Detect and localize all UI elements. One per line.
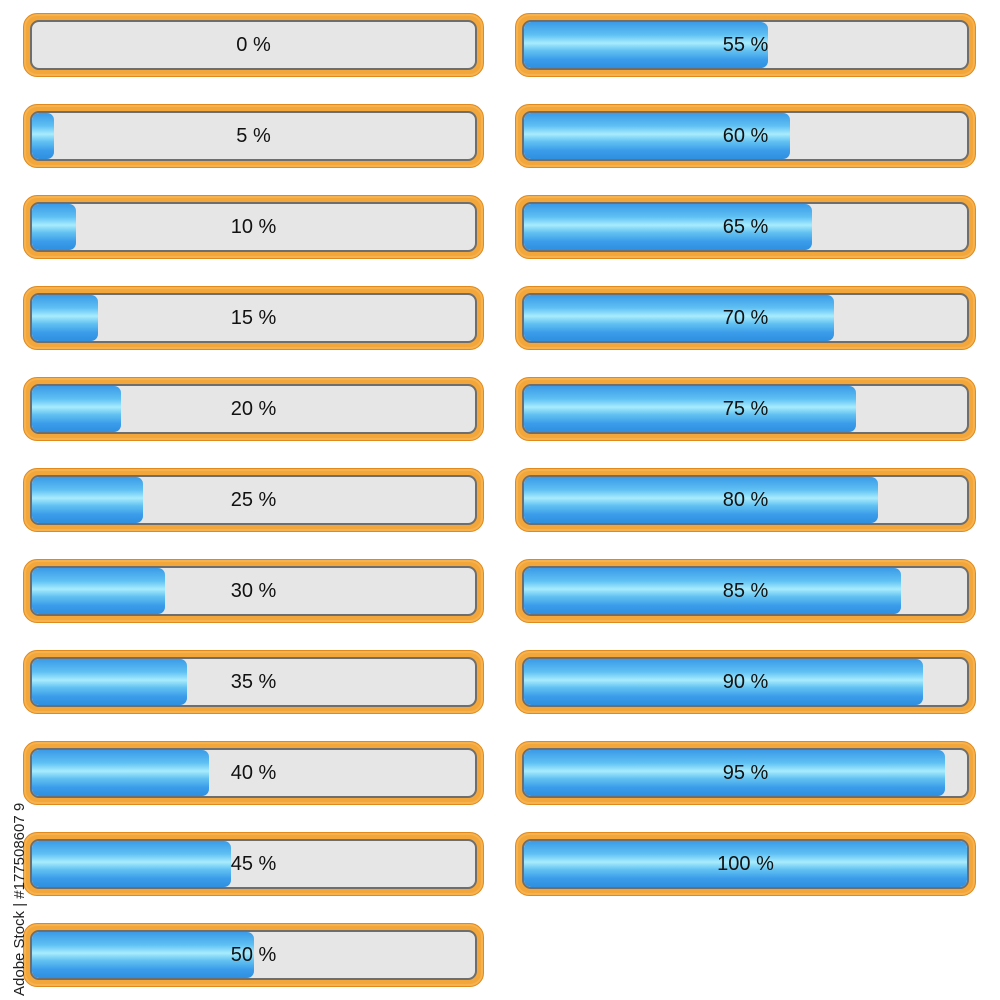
progress-fill: [524, 295, 835, 341]
progress-bar: 55 %: [515, 13, 976, 77]
progress-label: 20 %: [230, 397, 277, 420]
progress-track: 75 %: [522, 384, 969, 434]
progress-track: 80 %: [522, 475, 969, 525]
progress-fill: [32, 204, 77, 250]
progress-bar: 25 %: [23, 468, 484, 532]
progress-label: 5 %: [236, 124, 271, 147]
progress-track: 90 %: [522, 657, 969, 707]
progress-fill: [32, 750, 210, 796]
progress-fill: [32, 841, 232, 887]
progress-label: 10 %: [230, 215, 277, 238]
progress-bar: 15 %: [23, 286, 484, 350]
stock-id-text: Adobe Stock | #177508607 9: [11, 802, 28, 996]
progress-track: 20 %: [30, 384, 477, 434]
progress-label: 40 %: [230, 761, 277, 784]
progress-bar: 70 %: [515, 286, 976, 350]
progress-label: 65 %: [722, 215, 769, 238]
progress-track: 100 %: [522, 839, 969, 889]
progress-fill: [524, 750, 945, 796]
progress-label: 70 %: [722, 306, 769, 329]
progress-bar: 90 %: [515, 650, 976, 714]
progress-fill: [32, 568, 165, 614]
progress-fill: [524, 113, 790, 159]
progress-fill: [524, 841, 967, 887]
progress-bar: 35 %: [23, 650, 484, 714]
progress-bar: 10 %: [23, 195, 484, 259]
progress-fill: [524, 568, 901, 614]
progress-bar: 40 %: [23, 741, 484, 805]
progress-fill: [32, 386, 121, 432]
progress-label: 50 %: [230, 943, 277, 966]
progress-track: 30 %: [30, 566, 477, 616]
progress-label: 15 %: [230, 306, 277, 329]
progress-track: 65 %: [522, 202, 969, 252]
progress-label: 55 %: [722, 33, 769, 56]
progress-bar: 45 %: [23, 832, 484, 896]
progress-label: 35 %: [230, 670, 277, 693]
progress-track: 50 %: [30, 930, 477, 980]
progress-label: 100 %: [717, 852, 774, 875]
progress-fill: [524, 659, 923, 705]
progress-bar: 65 %: [515, 195, 976, 259]
progress-track: 5 %: [30, 111, 477, 161]
progress-label: 95 %: [722, 761, 769, 784]
progress-track: 95 %: [522, 748, 969, 798]
progress-fill: [32, 113, 55, 159]
progress-label: 90 %: [722, 670, 769, 693]
progress-bar: 75 %: [515, 377, 976, 441]
progress-fill: [524, 477, 879, 523]
progress-bar: 30 %: [23, 559, 484, 623]
progress-bar: 60 %: [515, 104, 976, 168]
progress-fill: [32, 477, 143, 523]
progress-fill: [524, 204, 812, 250]
progress-fill: [32, 932, 254, 978]
progress-bar: 50 %: [23, 923, 484, 987]
progress-fill: [32, 295, 99, 341]
progress-bar: 5 %: [23, 104, 484, 168]
progress-label: 30 %: [230, 579, 277, 602]
progress-column-left: 0 % 5 % 10 % 15 % 20 % 25 % 30 % 35 % 40 % 45 % 50…: [23, 13, 484, 987]
progress-track: 40 %: [30, 748, 477, 798]
progress-fill: [32, 659, 188, 705]
progress-track: 85 %: [522, 566, 969, 616]
progress-track: 15 %: [30, 293, 477, 343]
progress-label: 60 %: [722, 124, 769, 147]
progress-label: 85 %: [722, 579, 769, 602]
progress-label: 80 %: [722, 488, 769, 511]
progress-track: 45 %: [30, 839, 477, 889]
progress-fill: [524, 386, 857, 432]
progress-track: 25 %: [30, 475, 477, 525]
progress-bar: 100 %: [515, 832, 976, 896]
progress-fill: [524, 22, 768, 68]
progress-label: 75 %: [722, 397, 769, 420]
progress-bar: 80 %: [515, 468, 976, 532]
progress-track: 70 %: [522, 293, 969, 343]
progress-track: 60 %: [522, 111, 969, 161]
progress-bar: 95 %: [515, 741, 976, 805]
progress-column-right: 55 % 60 % 65 % 70 % 75 % 80 % 85 % 90 % 95 % 100 …: [515, 13, 976, 896]
progress-bar: 20 %: [23, 377, 484, 441]
progress-label: 25 %: [230, 488, 277, 511]
progress-bar: 0 %: [23, 13, 484, 77]
progress-track: 35 %: [30, 657, 477, 707]
progress-bar: 85 %: [515, 559, 976, 623]
progress-track: 55 %: [522, 20, 969, 70]
progress-label: 45 %: [230, 852, 277, 875]
progress-label: 0 %: [236, 33, 271, 56]
progress-track: 10 %: [30, 202, 477, 252]
progress-track: 0 %: [30, 20, 477, 70]
